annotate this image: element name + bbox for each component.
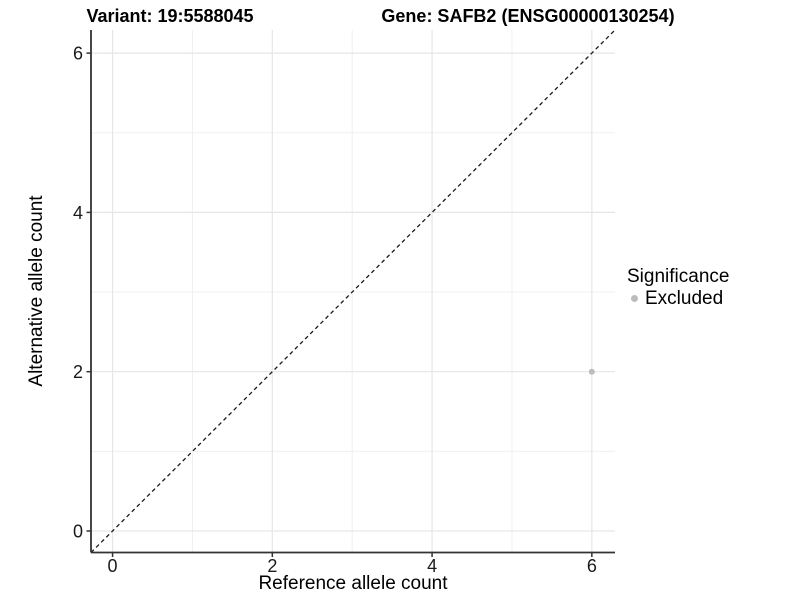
identity-line xyxy=(90,29,616,553)
plot-title-gene: Gene: SAFB2 (ENSG00000130254) xyxy=(381,6,675,26)
excluded-marker-icon xyxy=(631,295,638,302)
y-tick-label: 4 xyxy=(73,203,83,223)
legend: Significance Excluded xyxy=(627,266,729,309)
y-tick-label: 6 xyxy=(73,44,83,64)
x-tick-label: 2 xyxy=(267,556,277,576)
data-point xyxy=(588,368,595,375)
x-tick-label: 4 xyxy=(427,556,437,576)
legend-title: Significance xyxy=(627,266,730,287)
y-tick-label: 0 xyxy=(73,521,83,541)
y-axis-title: Alternative allele count xyxy=(26,195,47,387)
x-tick-label: 0 xyxy=(108,556,118,576)
x-axis-title: Reference allele count xyxy=(258,573,448,594)
x-tick-label: 6 xyxy=(587,556,597,576)
plot-title-variant: Variant: 19:5588045 xyxy=(86,6,254,26)
y-tick-label: 2 xyxy=(73,362,83,382)
legend-item-excluded: Excluded xyxy=(627,288,729,309)
legend-item-label: Excluded xyxy=(645,288,724,309)
